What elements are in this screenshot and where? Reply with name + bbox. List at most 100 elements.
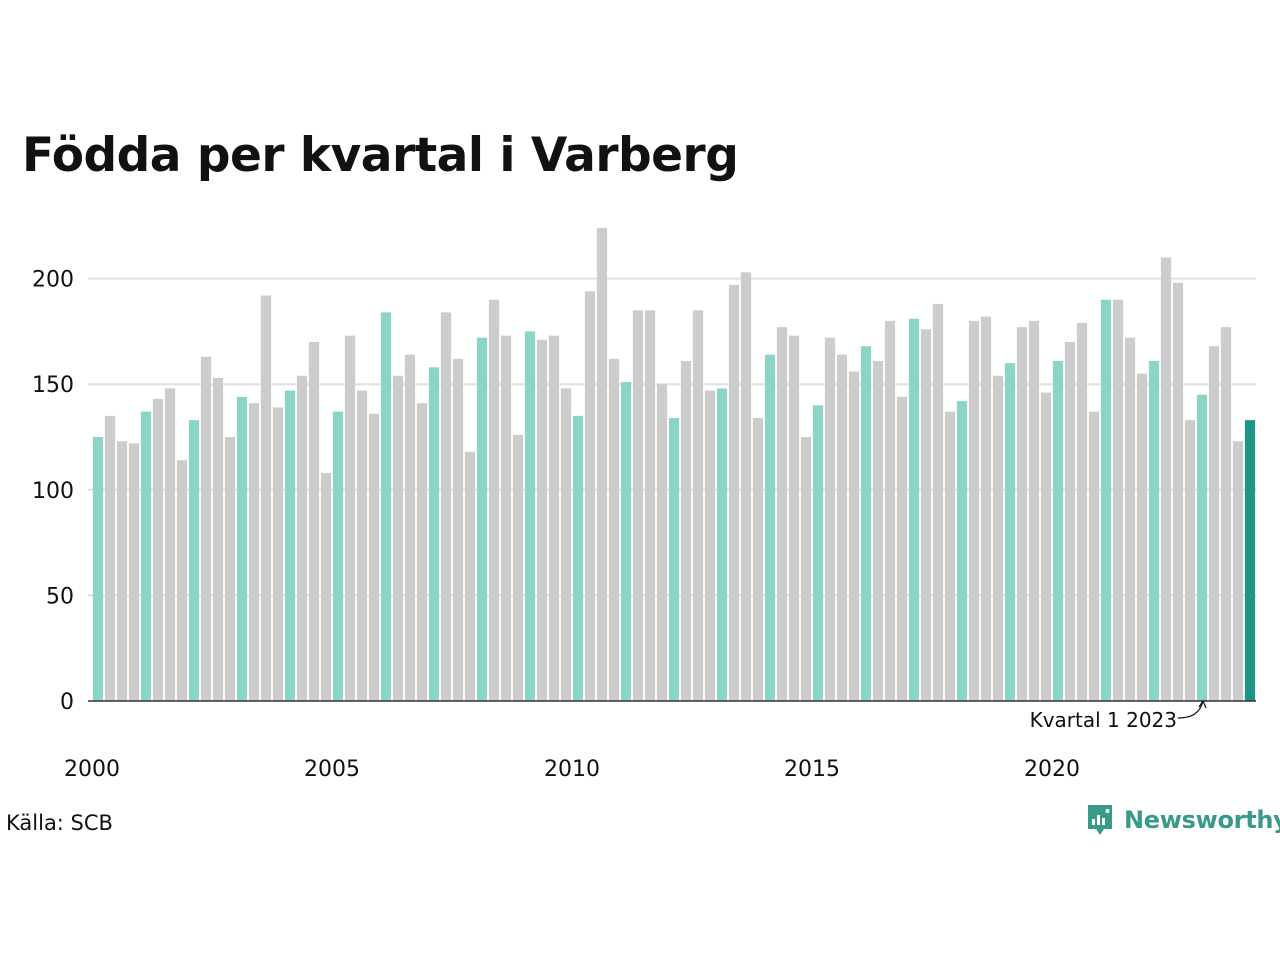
bar bbox=[1052, 360, 1064, 701]
y-tick-label: 50 bbox=[46, 584, 74, 609]
bar bbox=[140, 411, 152, 701]
bar bbox=[152, 398, 164, 701]
bar bbox=[812, 405, 824, 701]
annotation-arrow bbox=[1177, 700, 1204, 719]
x-tick-label: 2020 bbox=[1024, 757, 1080, 782]
bar bbox=[1184, 420, 1196, 701]
bar bbox=[116, 441, 128, 701]
bar bbox=[848, 371, 860, 701]
bar bbox=[980, 316, 992, 701]
bar bbox=[992, 375, 1004, 701]
bar bbox=[296, 375, 308, 701]
bar bbox=[632, 310, 644, 701]
bar bbox=[908, 318, 920, 701]
annotation-label: Kvartal 1 2023 bbox=[1030, 708, 1177, 732]
bar bbox=[1160, 257, 1172, 701]
bar bbox=[212, 377, 224, 701]
bar bbox=[176, 460, 188, 701]
bar bbox=[1064, 341, 1076, 701]
bar bbox=[524, 331, 536, 701]
bar bbox=[1016, 327, 1028, 701]
chart-title: Födda per kvartal i Varberg bbox=[22, 128, 739, 183]
bar bbox=[512, 434, 524, 701]
bar bbox=[548, 335, 560, 701]
bar bbox=[1244, 420, 1256, 701]
bar bbox=[560, 388, 572, 701]
bar bbox=[584, 291, 596, 701]
bar bbox=[1112, 299, 1124, 701]
bar bbox=[356, 390, 368, 701]
bar bbox=[836, 354, 848, 701]
x-tick-label: 2000 bbox=[64, 757, 120, 782]
y-tick-label: 100 bbox=[32, 479, 74, 504]
bar bbox=[200, 356, 212, 701]
annotation: Kvartal 1 2023 bbox=[1030, 699, 1207, 732]
bar bbox=[248, 403, 260, 701]
bar bbox=[572, 415, 584, 701]
bar bbox=[392, 375, 404, 701]
bar bbox=[260, 295, 272, 701]
x-tick-label: 2015 bbox=[784, 757, 840, 782]
bar bbox=[536, 339, 548, 701]
bar bbox=[1088, 411, 1100, 701]
source-label: Källa: SCB bbox=[6, 811, 113, 835]
bar bbox=[344, 335, 356, 701]
y-tick-label: 200 bbox=[32, 268, 74, 293]
bar bbox=[728, 284, 740, 701]
bar bbox=[596, 227, 608, 702]
bar bbox=[704, 390, 716, 701]
bar bbox=[476, 337, 488, 701]
brand-name: Newsworthy bbox=[1124, 806, 1280, 834]
bar bbox=[416, 403, 428, 701]
bar bbox=[308, 341, 320, 701]
bar bbox=[188, 420, 200, 701]
bar bbox=[716, 388, 728, 701]
bar bbox=[320, 472, 332, 701]
bar bbox=[272, 407, 284, 701]
bar bbox=[1004, 363, 1016, 701]
bar bbox=[236, 396, 248, 701]
bar bbox=[1208, 346, 1220, 701]
bar bbox=[968, 320, 980, 701]
bar bbox=[608, 358, 620, 701]
bar bbox=[740, 272, 752, 701]
bar bbox=[440, 312, 452, 701]
bar bbox=[428, 367, 440, 701]
bar bbox=[224, 437, 236, 701]
bar bbox=[932, 303, 944, 701]
bar bbox=[692, 310, 704, 701]
bar bbox=[788, 335, 800, 701]
bar bbox=[1040, 392, 1052, 701]
bar bbox=[1232, 441, 1244, 701]
bar bbox=[404, 354, 416, 701]
y-tick-label: 150 bbox=[32, 373, 74, 398]
bar bbox=[1076, 322, 1088, 701]
bar bbox=[164, 388, 176, 701]
y-tick-label: 0 bbox=[60, 690, 74, 715]
x-tick-label: 2005 bbox=[304, 757, 360, 782]
bar bbox=[1148, 360, 1160, 701]
bar bbox=[884, 320, 896, 701]
bar bbox=[764, 354, 776, 701]
bar bbox=[872, 360, 884, 701]
bar bbox=[1220, 327, 1232, 701]
bars bbox=[92, 227, 1256, 702]
x-axis-tick-labels: 2000 2005 2010 2015 2020 bbox=[64, 757, 1080, 782]
bar bbox=[1124, 337, 1136, 701]
bar bbox=[944, 411, 956, 701]
bar bbox=[488, 299, 500, 701]
bar bbox=[128, 443, 140, 701]
bar bbox=[104, 415, 116, 701]
bar bbox=[752, 417, 764, 701]
bar bbox=[776, 327, 788, 701]
bar bbox=[920, 329, 932, 701]
bar bbox=[464, 451, 476, 701]
bar bbox=[452, 358, 464, 701]
x-tick-label: 2010 bbox=[544, 757, 600, 782]
newsworthy-logo-icon bbox=[1088, 805, 1112, 835]
bar bbox=[332, 411, 344, 701]
bar bbox=[896, 396, 908, 701]
bar bbox=[1100, 299, 1112, 701]
bar bbox=[1172, 282, 1184, 701]
